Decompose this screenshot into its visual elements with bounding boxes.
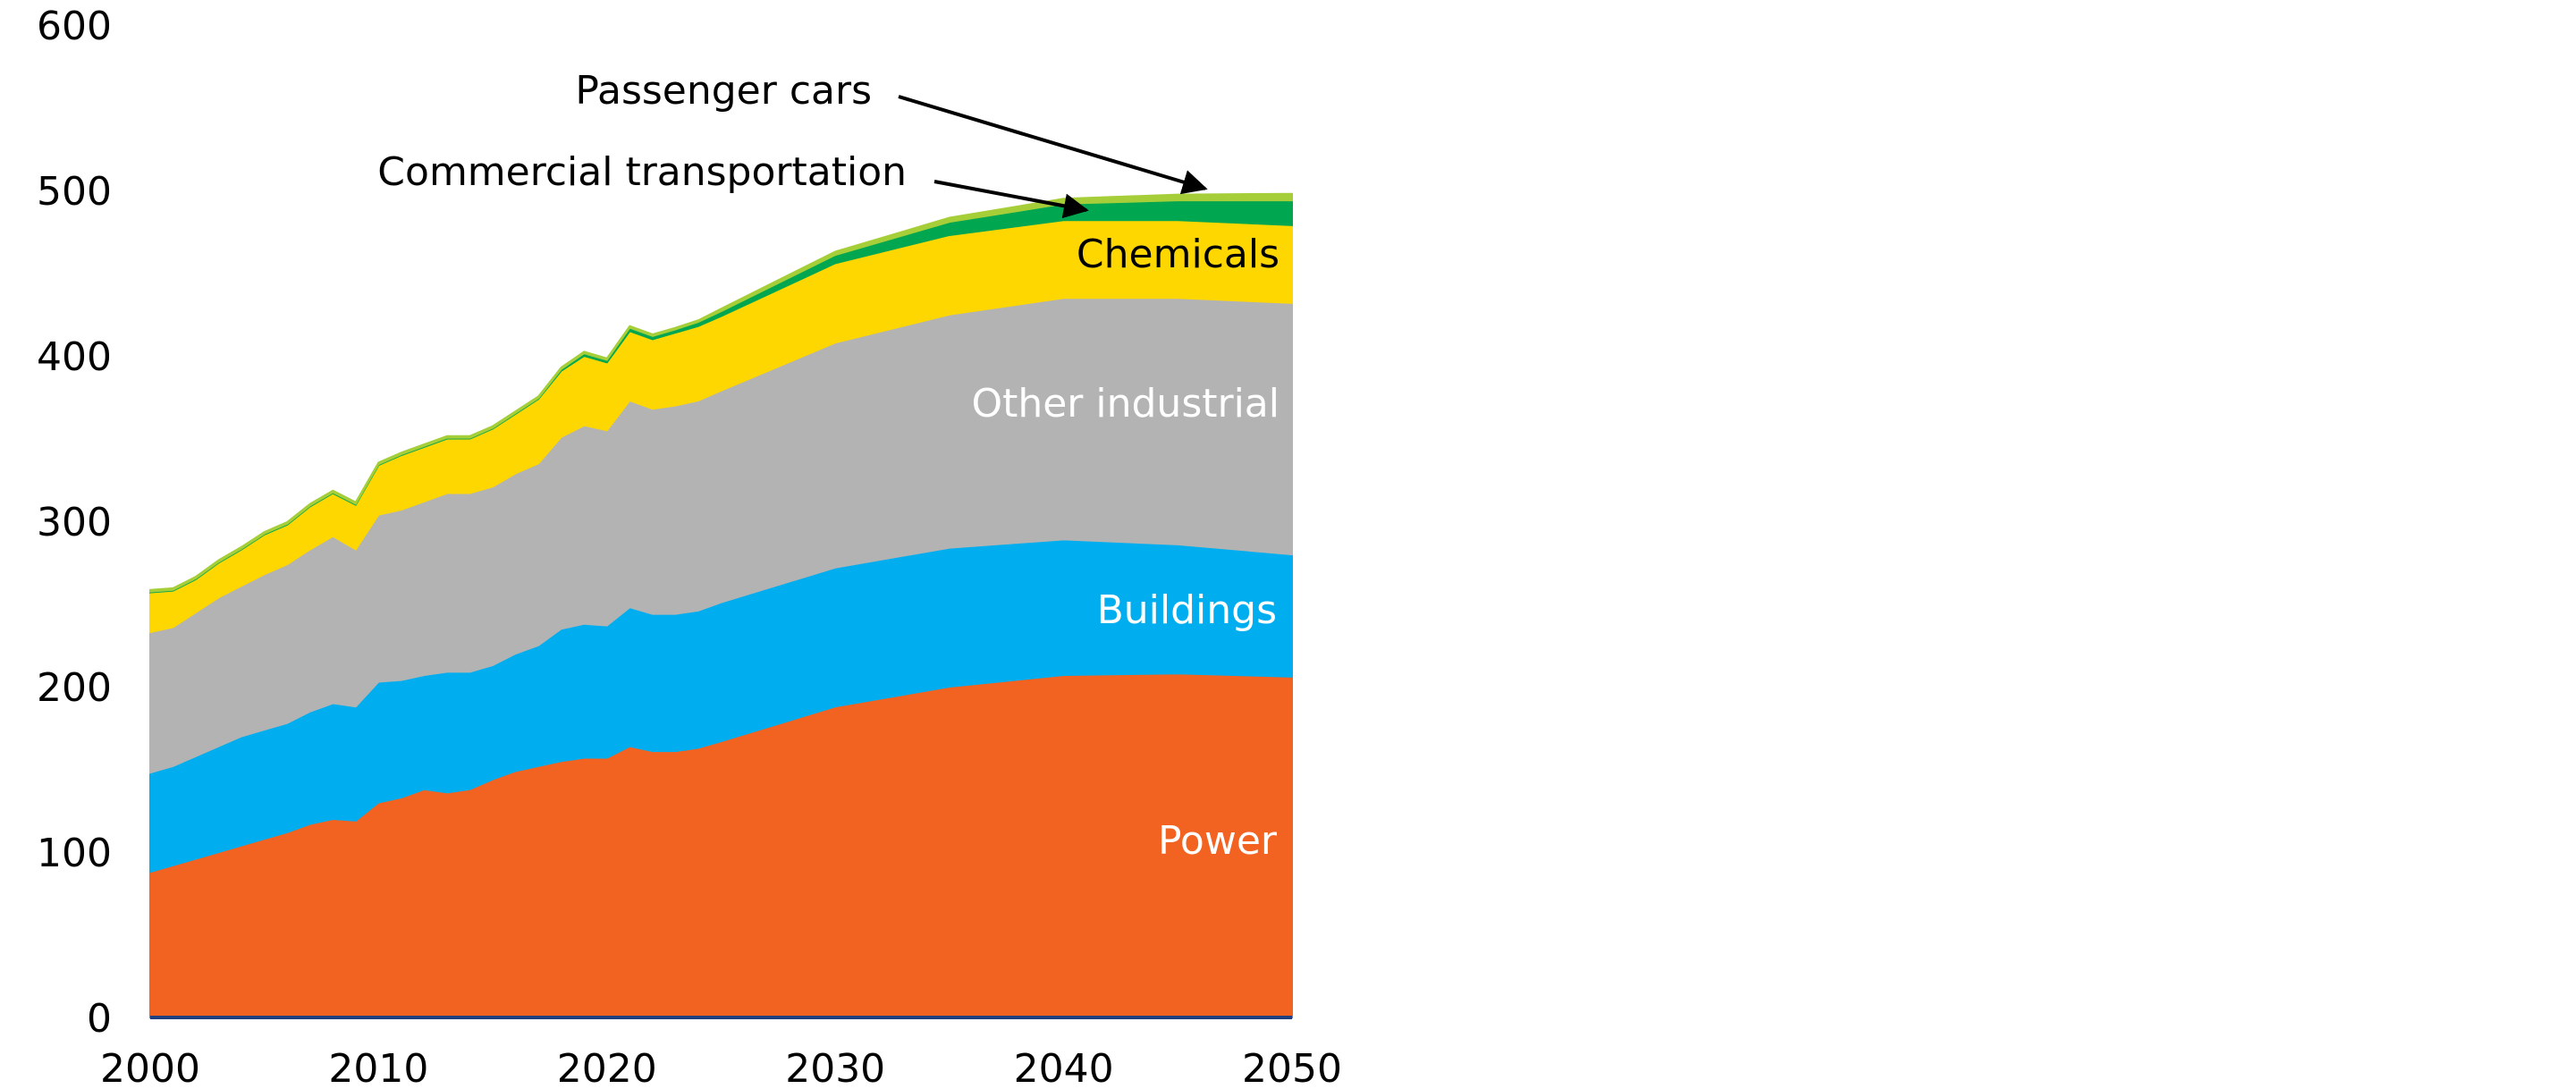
label-chemicals: Chemicals — [1077, 232, 1280, 277]
x-axis-ticks: 2000 2010 2020 2030 2040 2050 — [100, 1046, 1342, 1089]
area-layers — [149, 192, 1293, 1018]
label-passenger-cars: Passenger cars — [575, 68, 872, 114]
x-tick-label: 2030 — [785, 1046, 885, 1089]
y-tick-label: 300 — [37, 500, 112, 545]
y-tick-label: 600 — [37, 4, 112, 49]
y-tick-label: 100 — [37, 831, 112, 876]
label-other-industrial: Other industrial — [971, 381, 1280, 426]
x-tick-label: 2010 — [328, 1046, 428, 1089]
y-tick-label: 500 — [37, 169, 112, 215]
y-tick-label: 200 — [37, 665, 112, 711]
x-tick-label: 2040 — [1014, 1046, 1114, 1089]
x-tick-label: 2000 — [100, 1046, 200, 1089]
y-tick-label: 400 — [37, 334, 112, 380]
label-power: Power — [1158, 818, 1278, 864]
x-tick-label: 2050 — [1242, 1046, 1342, 1089]
x-tick-label: 2020 — [557, 1046, 657, 1089]
label-buildings: Buildings — [1097, 587, 1277, 633]
arrow-passenger-cars — [898, 95, 1208, 195]
y-tick-label: 0 — [87, 996, 112, 1042]
label-commercial-transportation: Commercial transportation — [377, 149, 907, 195]
y-axis-ticks: 0 100 200 300 400 500 600 — [37, 4, 112, 1042]
area-passenger-cars — [149, 192, 1293, 593]
arrow-commercial-transportation — [933, 180, 1089, 219]
